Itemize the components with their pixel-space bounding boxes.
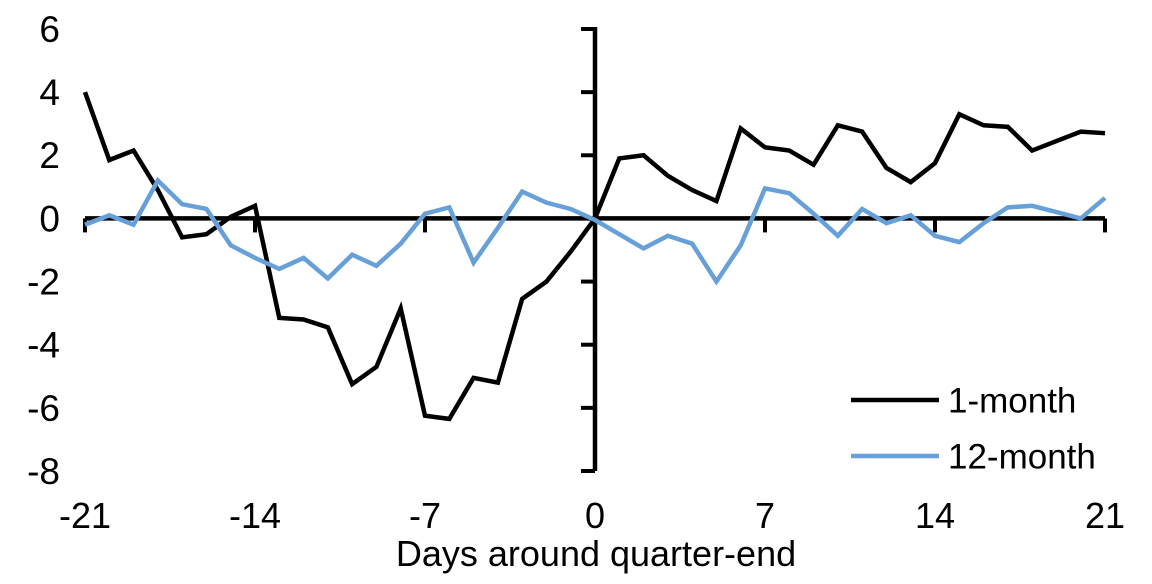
y-tick-label: 6 bbox=[39, 9, 60, 50]
x-tick-label: -7 bbox=[409, 495, 441, 536]
y-tick-label: 0 bbox=[39, 198, 60, 239]
y-tick-label: -4 bbox=[27, 325, 60, 366]
data-series bbox=[82, 91, 1107, 422]
x-tick-labels: -21 -14 -7 0 7 14 21 bbox=[59, 495, 1125, 536]
series-line-12-month bbox=[84, 176, 1107, 286]
x-tick-label: 7 bbox=[755, 495, 775, 536]
legend: 1-month 12-month bbox=[851, 381, 1096, 476]
x-axis-title: Days around quarter-end bbox=[396, 533, 796, 574]
y-tick-labels: 6 4 2 0 -2 -4 -6 -8 bbox=[27, 9, 60, 492]
y-tick-label: 4 bbox=[39, 72, 60, 113]
y-tick-label: -6 bbox=[27, 388, 60, 429]
y-tick-label: 2 bbox=[39, 135, 60, 176]
x-tick-label: 0 bbox=[585, 495, 605, 536]
x-tick-label: -14 bbox=[229, 495, 281, 536]
y-tick-label: -8 bbox=[27, 451, 60, 492]
legend-label-12-month: 12-month bbox=[948, 437, 1096, 476]
x-tick-label: -21 bbox=[59, 495, 111, 536]
x-tick-label: 14 bbox=[915, 495, 955, 536]
y-tick-label: -2 bbox=[27, 262, 60, 303]
legend-label-1-month: 1-month bbox=[948, 381, 1076, 420]
x-tick-label: 21 bbox=[1085, 495, 1125, 536]
